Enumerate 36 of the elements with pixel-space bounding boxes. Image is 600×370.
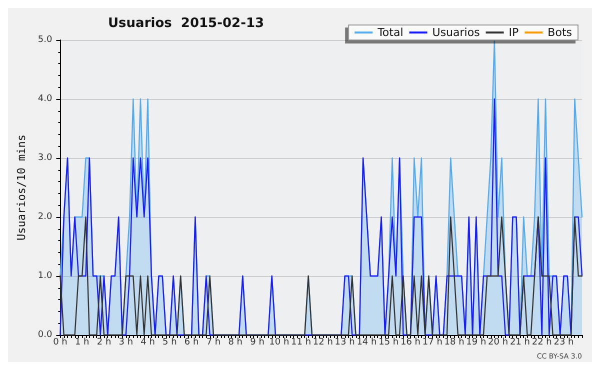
y-axis-title: Usuarios/10 mins: [15, 134, 28, 240]
y-tick-label: 3.0: [38, 153, 52, 163]
x-tick-label: 9 h: [250, 338, 264, 348]
legend-label: Bots: [548, 26, 572, 39]
x-tick-label: 7 h: [206, 338, 221, 348]
x-tick-label: 12 h: [312, 338, 333, 348]
x-tick-label: 14 h: [356, 338, 377, 348]
y-tick-label: 0.0: [38, 330, 52, 340]
x-tick-label: 6 h: [184, 338, 199, 348]
legend-label: Total: [376, 26, 404, 39]
x-tick-label: 20 h: [488, 338, 508, 348]
x-tick-label: 18 h: [444, 338, 464, 348]
x-tick-label: 1 h: [74, 338, 90, 348]
x-tick-label: 5 h: [162, 338, 177, 348]
x-tick-label: 22 h: [532, 338, 552, 348]
x-tick-label: 10 h: [269, 338, 290, 348]
y-tick-label: 1.0: [38, 271, 52, 281]
x-tick-label: 3 h: [118, 338, 134, 348]
x-tick-label: 21 h: [510, 338, 530, 348]
x-tick-label: 2 h: [96, 338, 112, 348]
x-tick-label: 8 h: [228, 338, 243, 348]
x-tick-label: 23 h: [554, 338, 574, 348]
y-tick-label: 4.0: [38, 94, 52, 104]
x-tick-label: 11 h: [291, 338, 312, 348]
x-tick-label: 13 h: [334, 338, 355, 348]
x-tick-label: 4 h: [140, 338, 155, 348]
x-tick-label: 19 h: [466, 338, 486, 348]
legend-label: IP: [508, 26, 520, 39]
y-tick-label: 2.0: [38, 212, 52, 222]
y-tick-label: 5.0: [38, 35, 52, 45]
x-tick-label: 16 h: [400, 338, 421, 348]
x-tick-label: 15 h: [378, 338, 399, 348]
chart-title: Usuarios 2015-02-13: [108, 16, 264, 31]
x-tick-label: 0 h: [53, 338, 68, 348]
legend-label: Usuarios: [432, 26, 480, 39]
x-tick-label: 17 h: [422, 338, 442, 348]
